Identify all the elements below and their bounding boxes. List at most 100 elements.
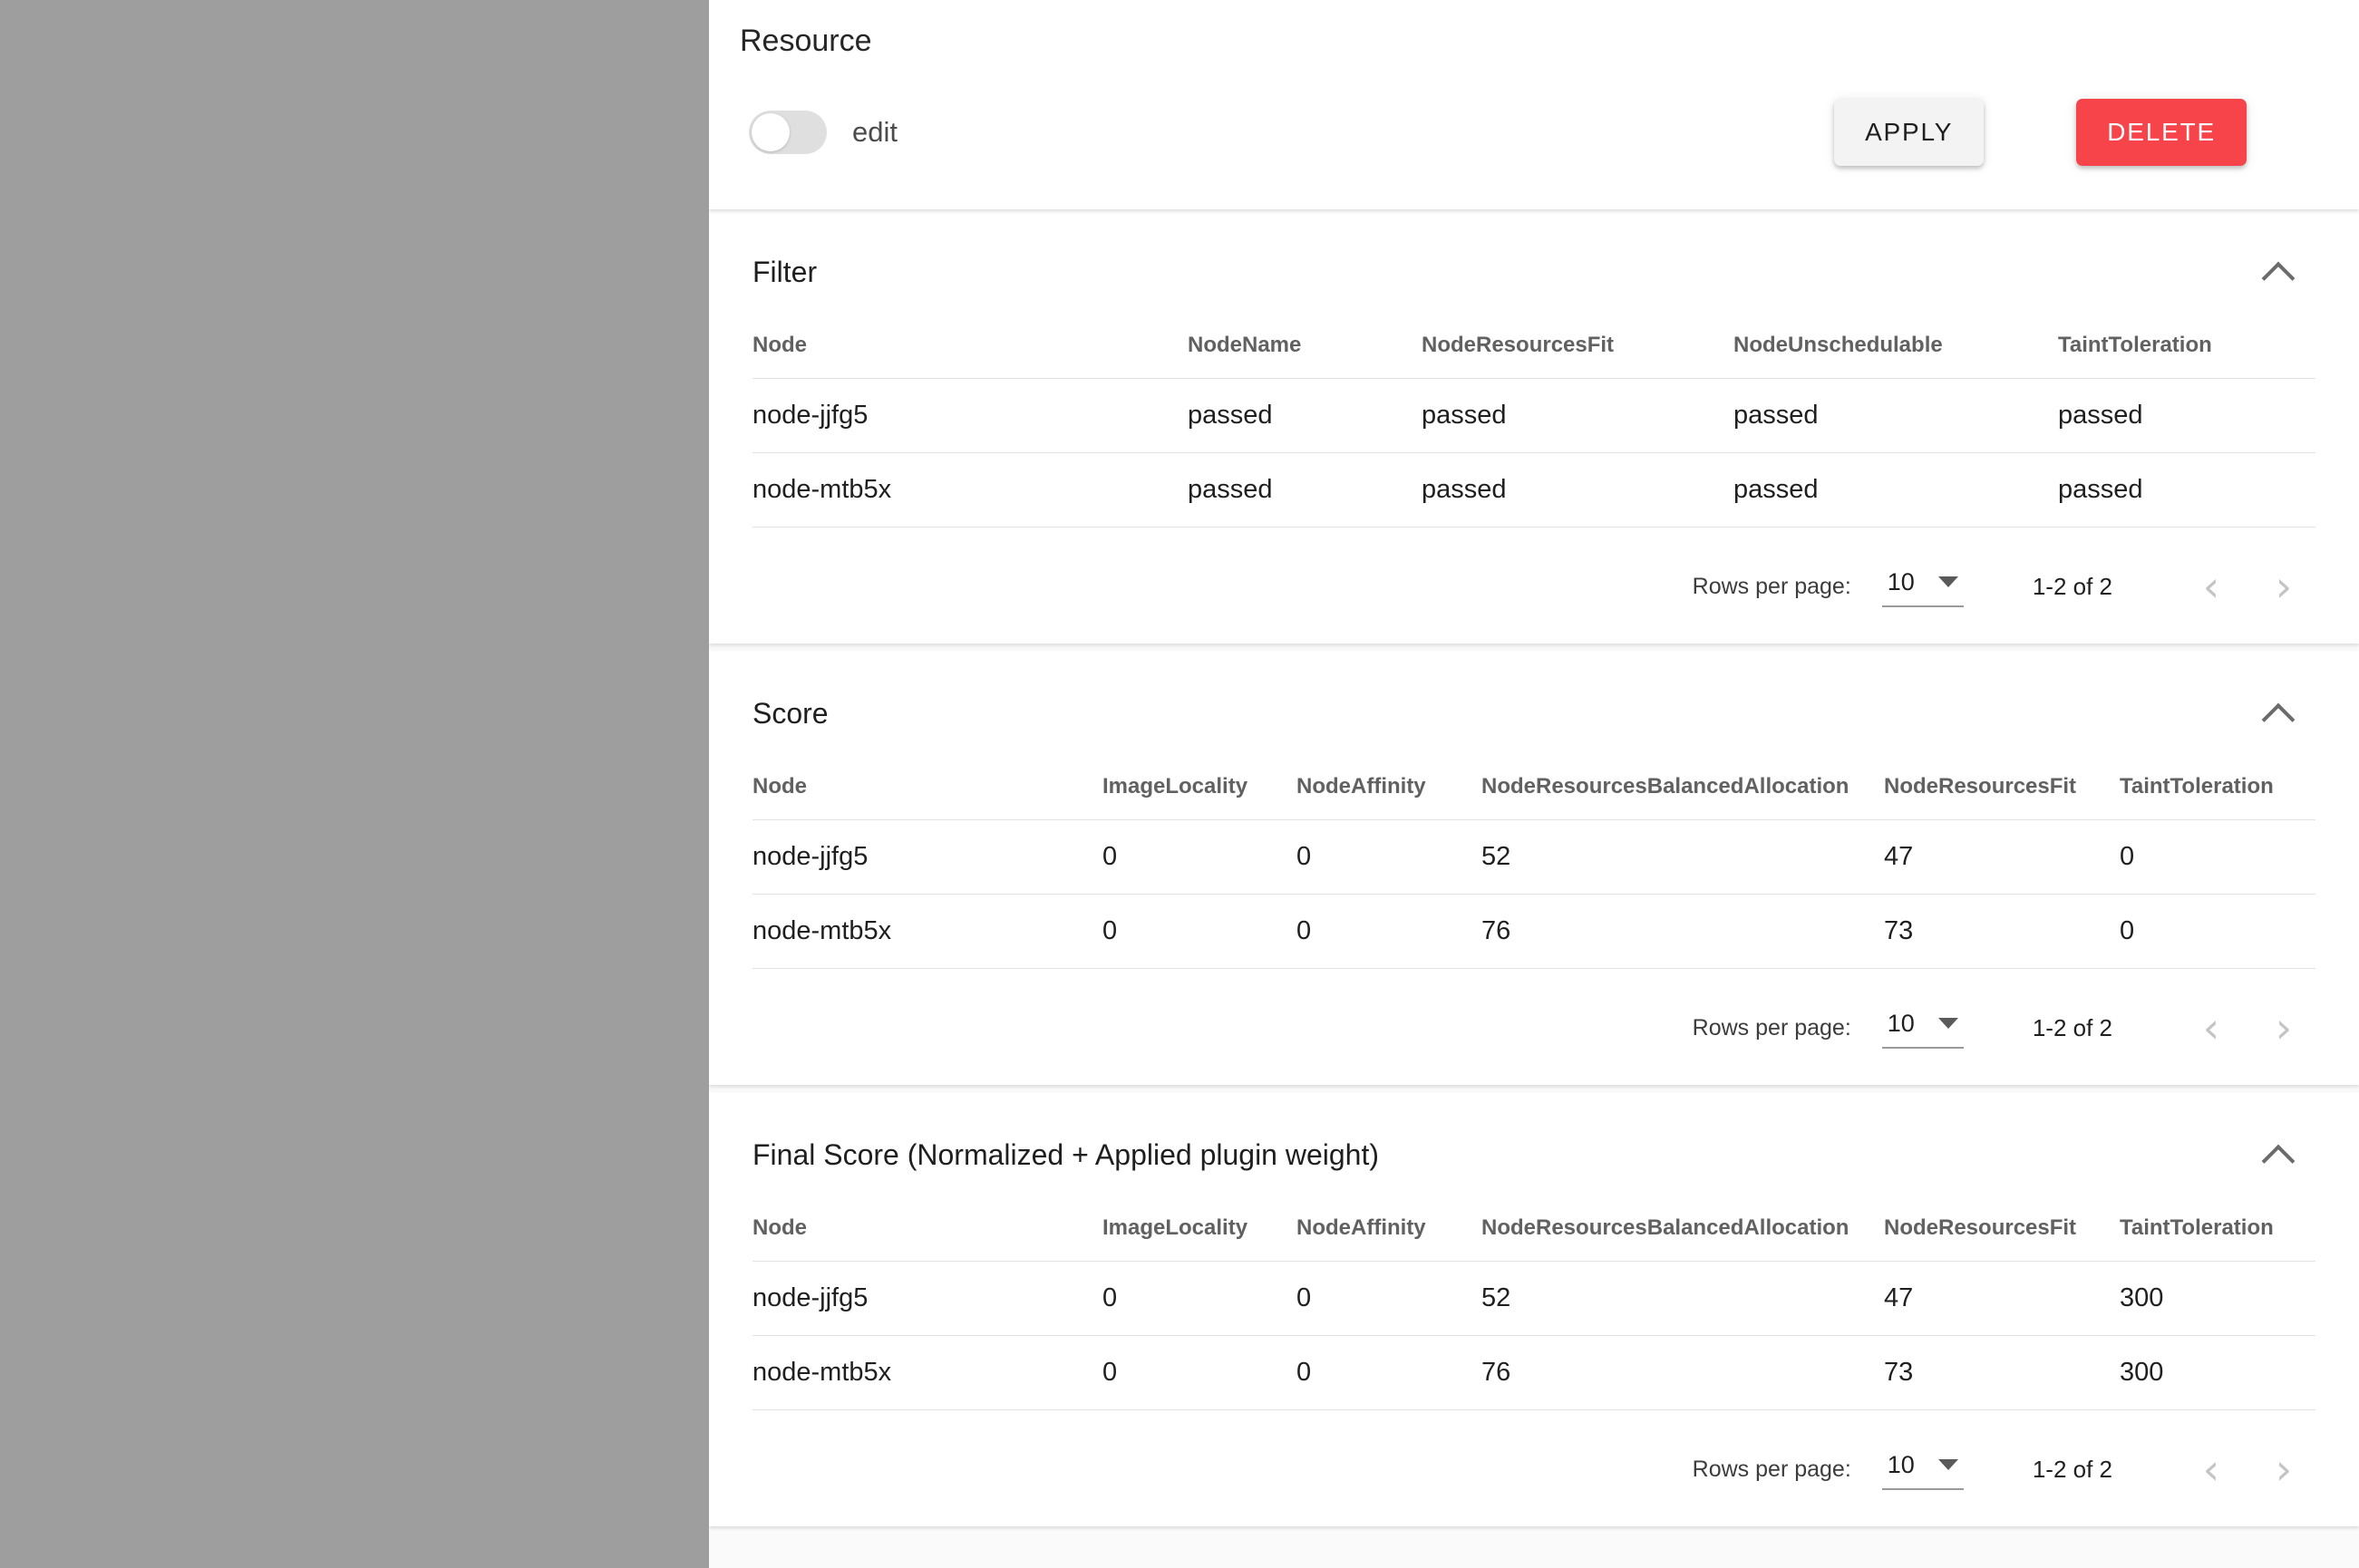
rows-per-page-value: 10 <box>1887 567 1915 595</box>
cell-value: 0 <box>1296 1335 1481 1410</box>
cell-value: 0 <box>1102 894 1296 969</box>
delete-button[interactable]: DELETE <box>2076 99 2247 166</box>
filter-section: Filter Node NodeName NodeResourcesFit No… <box>709 209 2359 644</box>
cell-value: 0 <box>1102 1335 1296 1410</box>
cell-value: 0 <box>1296 1261 1481 1336</box>
chevron-left-icon[interactable]: ‹ <box>2202 1003 2220 1052</box>
table-row[interactable]: node-jjfg5 passed passed passed passed <box>752 378 2315 453</box>
pagination-range: 1-2 of 2 <box>2032 1455 2112 1483</box>
cell-value: 76 <box>1481 894 1884 969</box>
cell-value: 0 <box>1102 819 1296 895</box>
table-header-row: Node NodeName NodeResourcesFit NodeUnsch… <box>752 296 2315 379</box>
chevron-down-icon <box>1937 1018 1958 1029</box>
filter-table: Node NodeName NodeResourcesFit NodeUnsch… <box>752 296 2315 528</box>
cell-node: node-mtb5x <box>752 894 1102 969</box>
column-header: Node <box>752 738 1102 820</box>
column-header: ImageLocality <box>1102 738 1296 820</box>
chevron-down-icon <box>1937 1459 1958 1470</box>
cell-node: node-jjfg5 <box>752 819 1102 895</box>
column-header: TaintToleration <box>2120 738 2315 820</box>
cell-value: passed <box>1733 378 2058 453</box>
resource-overlay-panel: Resource edit APPLY DELETE Filter Node N… <box>709 0 2359 1568</box>
final-score-section-header[interactable]: Final Score (Normalized + Applied plugin… <box>709 1092 2359 1179</box>
column-header: NodeResourcesFit <box>1422 296 1733 379</box>
rows-per-page-label: Rows per page: <box>1692 1014 1851 1040</box>
rows-per-page-select[interactable]: 10 <box>1881 1008 1964 1049</box>
final-score-table: Node ImageLocality NodeAffinity NodeReso… <box>752 1179 2315 1410</box>
column-header: NodeUnschedulable <box>1733 296 2058 379</box>
chevron-up-icon[interactable] <box>2263 698 2294 729</box>
table-header-row: Node ImageLocality NodeAffinity NodeReso… <box>752 738 2315 820</box>
table-row[interactable]: node-mtb5x passed passed passed passed <box>752 452 2315 528</box>
cell-value: 300 <box>2120 1261 2315 1336</box>
apply-button[interactable]: APPLY <box>1834 99 1985 166</box>
cell-value: 47 <box>1884 819 2120 895</box>
cell-value: passed <box>1733 452 2058 528</box>
resource-panel-header-row: edit APPLY DELETE <box>736 99 2326 166</box>
cell-value: 47 <box>1884 1261 2120 1336</box>
column-header: NodeAffinity <box>1296 738 1481 820</box>
column-header: NodeResourcesFit <box>1884 738 2120 820</box>
rows-per-page-value: 10 <box>1887 1450 1915 1478</box>
cell-value: passed <box>1188 452 1422 528</box>
column-header: NodeResourcesBalancedAllocation <box>1481 738 1884 820</box>
score-pagination: Rows per page: 10 1-2 of 2 ‹ › <box>709 969 2359 1061</box>
cell-value: 0 <box>1296 819 1481 895</box>
cell-value: passed <box>2058 452 2315 528</box>
chevron-left-icon[interactable]: ‹ <box>2202 562 2220 611</box>
chevron-up-icon[interactable] <box>2263 1139 2294 1170</box>
column-header: TaintToleration <box>2120 1179 2315 1262</box>
cell-value: 52 <box>1481 819 1884 895</box>
column-header: Node <box>752 296 1188 379</box>
cell-value: passed <box>1188 378 1422 453</box>
rows-per-page-value: 10 <box>1887 1009 1915 1037</box>
final-score-section: Final Score (Normalized + Applied plugin… <box>709 1092 2359 1526</box>
resource-panel-title: Resource <box>740 24 872 58</box>
column-header: NodeResourcesFit <box>1884 1179 2120 1262</box>
table-row[interactable]: node-jjfg5 0 0 52 47 300 <box>752 1261 2315 1336</box>
chevron-down-icon <box>1937 576 1958 587</box>
edit-toggle[interactable] <box>749 111 827 154</box>
cell-value: 0 <box>2120 819 2315 895</box>
cell-value: passed <box>2058 378 2315 453</box>
column-header: TaintToleration <box>2058 296 2315 379</box>
column-header: NodeName <box>1188 296 1422 379</box>
cell-node: node-mtb5x <box>752 1335 1102 1410</box>
cell-value: 0 <box>2120 894 2315 969</box>
rows-per-page-label: Rows per page: <box>1692 573 1851 599</box>
cell-value: 0 <box>1296 894 1481 969</box>
chevron-right-icon[interactable]: › <box>2275 1003 2293 1052</box>
final-score-pagination: Rows per page: 10 1-2 of 2 ‹ › <box>709 1410 2359 1503</box>
column-header: NodeAffinity <box>1296 1179 1481 1262</box>
pagination-range: 1-2 of 2 <box>2032 572 2112 600</box>
edit-toggle-label: edit <box>852 116 898 148</box>
cell-node: node-mtb5x <box>752 452 1188 528</box>
column-header: Node <box>752 1179 1102 1262</box>
cell-value: 73 <box>1884 894 2120 969</box>
score-section: Score Node ImageLocality NodeAffinity No… <box>709 651 2359 1085</box>
cell-node: node-jjfg5 <box>752 378 1188 453</box>
cell-value: passed <box>1422 378 1733 453</box>
resource-panel-header: Resource edit APPLY DELETE <box>709 0 2359 209</box>
chevron-up-icon[interactable] <box>2263 256 2294 287</box>
table-row[interactable]: node-mtb5x 0 0 76 73 300 <box>752 1335 2315 1410</box>
cell-value: 300 <box>2120 1335 2315 1410</box>
cell-node: node-jjfg5 <box>752 1261 1102 1336</box>
score-table: Node ImageLocality NodeAffinity NodeReso… <box>752 738 2315 969</box>
table-row[interactable]: node-jjfg5 0 0 52 47 0 <box>752 819 2315 895</box>
cell-value: 73 <box>1884 1335 2120 1410</box>
chevron-right-icon[interactable]: › <box>2275 1445 2293 1494</box>
rows-per-page-select[interactable]: 10 <box>1881 566 1964 607</box>
table-header-row: Node ImageLocality NodeAffinity NodeReso… <box>752 1179 2315 1262</box>
chevron-right-icon[interactable]: › <box>2275 562 2293 611</box>
cell-value: 76 <box>1481 1335 1884 1410</box>
rows-per-page-select[interactable]: 10 <box>1881 1449 1964 1490</box>
filter-section-header[interactable]: Filter <box>709 209 2359 296</box>
score-section-header[interactable]: Score <box>709 651 2359 738</box>
column-header: NodeResourcesBalancedAllocation <box>1481 1179 1884 1262</box>
filter-section-title: Filter <box>752 255 818 288</box>
score-section-title: Score <box>752 696 829 730</box>
table-row[interactable]: node-mtb5x 0 0 76 73 0 <box>752 894 2315 969</box>
chevron-left-icon[interactable]: ‹ <box>2202 1445 2220 1494</box>
rows-per-page-label: Rows per page: <box>1692 1456 1851 1482</box>
